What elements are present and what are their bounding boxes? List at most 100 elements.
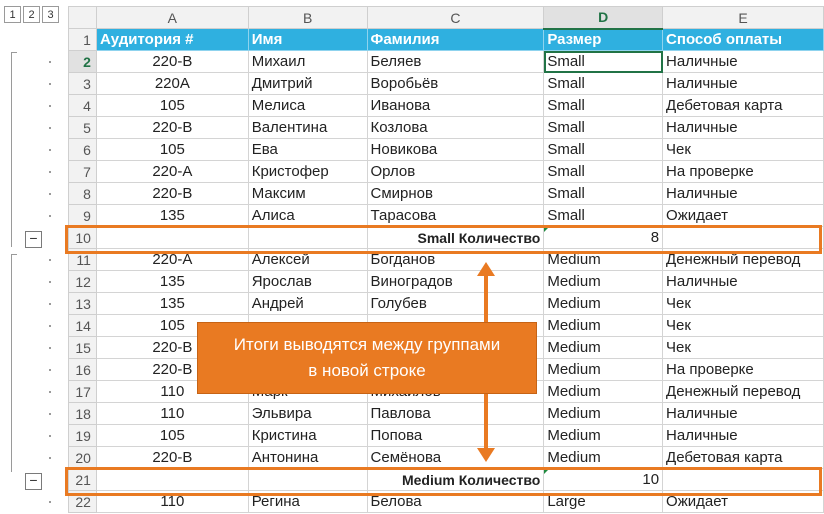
cell-auditorium[interactable]: 220-B: [95, 50, 249, 73]
row-header[interactable]: 4: [68, 94, 97, 117]
cell-first-name[interactable]: Эльвира: [247, 402, 368, 425]
header-cell-last-name[interactable]: Фамилия: [366, 28, 545, 51]
row-header[interactable]: 19: [68, 424, 97, 447]
column-header-d[interactable]: D: [543, 6, 664, 30]
cell-auditorium[interactable]: 135: [95, 204, 249, 227]
cell-last-name[interactable]: Новикова: [366, 138, 545, 161]
cell-payment[interactable]: На проверке: [662, 160, 824, 183]
column-header-a[interactable]: A: [95, 6, 249, 29]
row-header[interactable]: 7: [68, 160, 97, 183]
cell-payment[interactable]: Наличные: [662, 270, 824, 293]
cell-size[interactable]: Medium: [543, 380, 664, 403]
header-cell-first-name[interactable]: Имя: [247, 28, 368, 51]
cell-size[interactable]: Small: [543, 182, 664, 205]
cell-auditorium[interactable]: 220-B: [95, 116, 249, 139]
cell-payment[interactable]: Чек: [662, 336, 824, 359]
cell-last-name[interactable]: Беляев: [366, 50, 545, 73]
cell-size[interactable]: Medium: [543, 314, 664, 337]
outline-level-2-button[interactable]: 2: [23, 6, 40, 23]
row-header[interactable]: 14: [68, 314, 97, 337]
cell-auditorium[interactable]: 135: [95, 270, 249, 293]
cell-payment[interactable]: Наличные: [662, 72, 824, 95]
cell-auditorium[interactable]: 220A: [95, 72, 249, 95]
cell-first-name[interactable]: Валентина: [247, 116, 368, 139]
cell-first-name[interactable]: Дмитрий: [247, 72, 368, 95]
cell-size[interactable]: Medium: [543, 424, 664, 447]
cell-first-name[interactable]: Алиса: [247, 204, 368, 227]
cell-last-name[interactable]: Козлова: [366, 116, 545, 139]
cell-payment[interactable]: Денежный перевод: [662, 380, 824, 403]
cell-auditorium[interactable]: 105: [95, 94, 249, 117]
cell-auditorium[interactable]: 110: [95, 402, 249, 425]
row-header[interactable]: 10: [68, 226, 97, 249]
cell-first-name[interactable]: Антонина: [247, 446, 368, 469]
cell-first-name[interactable]: Кристофер: [247, 160, 368, 183]
row-header[interactable]: 9: [68, 204, 97, 227]
row-header[interactable]: 1: [68, 28, 97, 51]
row-header[interactable]: 15: [68, 336, 97, 359]
cell-auditorium[interactable]: 220-B: [95, 446, 249, 469]
cell-payment[interactable]: Наличные: [662, 424, 824, 447]
cell-size[interactable]: Small: [543, 138, 664, 161]
cell-payment[interactable]: Наличные: [662, 402, 824, 425]
cell-payment[interactable]: Дебетовая карта: [662, 94, 824, 117]
cell-size[interactable]: Medium: [543, 336, 664, 359]
cell-last-name[interactable]: Воробьёв: [366, 72, 545, 95]
cell-payment[interactable]: Чек: [662, 292, 824, 315]
row-header[interactable]: 3: [68, 72, 97, 95]
collapse-group-medium-button[interactable]: −: [25, 473, 42, 490]
cell-first-name[interactable]: Мелиса: [247, 94, 368, 117]
header-cell-payment[interactable]: Способ оплаты: [662, 28, 824, 51]
row-header[interactable]: 12: [68, 270, 97, 293]
cell-first-name[interactable]: Кристина: [247, 424, 368, 447]
cell-auditorium[interactable]: 105: [95, 424, 249, 447]
cell-size[interactable]: Medium: [543, 402, 664, 425]
cell-last-name[interactable]: Тарасова: [366, 204, 545, 227]
cell-size[interactable]: Small: [543, 72, 664, 95]
cell-last-name[interactable]: Павлова: [366, 402, 545, 425]
outline-level-3-button[interactable]: 3: [42, 6, 59, 23]
cell-size[interactable]: Small: [543, 94, 664, 117]
cell-last-name[interactable]: Смирнов: [366, 182, 545, 205]
outline-level-1-button[interactable]: 1: [4, 6, 21, 23]
column-header-c[interactable]: C: [366, 6, 545, 29]
cell-auditorium[interactable]: 220-B: [95, 182, 249, 205]
row-header[interactable]: 16: [68, 358, 97, 381]
cell-last-name[interactable]: Попова: [366, 424, 545, 447]
header-cell-auditorium[interactable]: Аудитория #: [95, 28, 249, 51]
collapse-group-small-button[interactable]: −: [25, 231, 42, 248]
cell-auditorium[interactable]: 105: [95, 138, 249, 161]
row-header[interactable]: 8: [68, 182, 97, 205]
row-header[interactable]: 20: [68, 446, 97, 469]
row-header[interactable]: 17: [68, 380, 97, 403]
cell-auditorium[interactable]: 135: [95, 292, 249, 315]
cell-size[interactable]: Medium: [543, 446, 664, 469]
cell-first-name[interactable]: Максим: [247, 182, 368, 205]
cell-auditorium[interactable]: 220-A: [95, 160, 249, 183]
cell-payment[interactable]: Наличные: [662, 116, 824, 139]
column-header-e[interactable]: E: [662, 6, 824, 29]
row-header[interactable]: 2: [68, 50, 97, 73]
cell-last-name[interactable]: Иванова: [366, 94, 545, 117]
cell-size[interactable]: Medium: [543, 292, 664, 315]
cell-size[interactable]: Small: [543, 160, 664, 183]
cell-last-name[interactable]: Голубев: [366, 292, 545, 315]
row-header[interactable]: 18: [68, 402, 97, 425]
cell-payment[interactable]: Чек: [662, 138, 824, 161]
cell-size[interactable]: Small: [543, 50, 664, 73]
cell-payment[interactable]: Наличные: [662, 182, 824, 205]
cell-first-name[interactable]: Ева: [247, 138, 368, 161]
cell-payment[interactable]: Дебетовая карта: [662, 446, 824, 469]
row-header[interactable]: 5: [68, 116, 97, 139]
cell-last-name[interactable]: Семёнова: [366, 446, 545, 469]
row-header[interactable]: 13: [68, 292, 97, 315]
column-header-b[interactable]: B: [247, 6, 368, 29]
cell-size[interactable]: Small: [543, 116, 664, 139]
cell-payment[interactable]: Наличные: [662, 50, 824, 73]
cell-payment[interactable]: Чек: [662, 314, 824, 337]
row-header[interactable]: 6: [68, 138, 97, 161]
cell-last-name[interactable]: Виноградов: [366, 270, 545, 293]
header-cell-size[interactable]: Размер: [543, 28, 664, 51]
cell-size[interactable]: Medium: [543, 270, 664, 293]
select-all-corner[interactable]: [68, 6, 97, 29]
